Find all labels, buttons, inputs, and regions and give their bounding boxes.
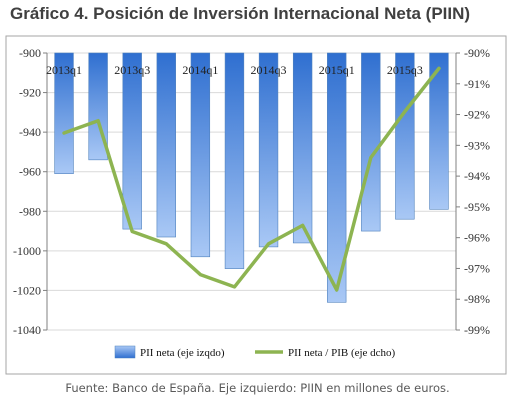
left-tick-label: -1040 (13, 323, 41, 337)
right-tick-label: -96% (464, 231, 490, 245)
right-tick-label: -97% (464, 261, 490, 275)
right-tick-label: -93% (464, 138, 490, 152)
legend: PII neta (eje izqdo) PII neta / PIB (eje … (114, 345, 396, 359)
bar (54, 52, 74, 174)
left-tick-label: -940 (19, 125, 41, 139)
category-label: 2013q3 (114, 63, 150, 77)
bar (258, 52, 279, 248)
right-tick-label: -99% (464, 323, 490, 337)
axes: -900 -920 -940 -960 -980 -1000 -1020 -1040 -90% -… (13, 46, 490, 337)
bar (224, 52, 245, 269)
category-label: 2014q3 (251, 63, 287, 77)
line-series (62, 66, 441, 292)
bar (327, 52, 347, 303)
left-tick-label: -1020 (13, 283, 41, 297)
bar (395, 52, 415, 220)
right-tick-label: -95% (464, 200, 490, 214)
left-tick-label: -920 (19, 86, 41, 100)
category-label: 2013q1 (46, 63, 82, 77)
grid-lines (47, 52, 456, 331)
bar (429, 52, 449, 210)
right-tick-label: -98% (464, 292, 490, 306)
chart-title: Gráfico 4. Posición de Inversión Interna… (10, 4, 471, 23)
source-note: Fuente: Banco de España. Eje izquierdo: … (65, 381, 450, 395)
bar (156, 52, 176, 238)
category-label: 2015q1 (319, 63, 355, 77)
category-label: 2014q1 (182, 63, 218, 77)
chart: -900 -920 -940 -960 -980 -1000 -1020 -1040 -90% -… (5, 35, 507, 375)
bar (122, 52, 142, 230)
legend-bar-label: PII neta (eje izqdo) (140, 347, 225, 359)
left-tick-label: -1000 (13, 244, 41, 258)
right-tick-label: -94% (464, 169, 490, 183)
ratio-line (62, 66, 441, 292)
right-tick-label: -91% (464, 77, 490, 91)
left-tick-label: -900 (19, 46, 41, 60)
left-tick-label: -960 (19, 165, 41, 179)
right-tick-label: -90% (464, 46, 490, 60)
legend-bar-swatch (114, 345, 136, 359)
bar (292, 52, 313, 244)
legend-line-label: PII neta / PIB (eje dcho) (288, 347, 396, 359)
category-label: 2015q3 (387, 63, 423, 77)
bar (190, 52, 211, 258)
right-tick-label: -92% (464, 108, 490, 122)
left-tick-label: -980 (19, 204, 41, 218)
bar (361, 52, 381, 232)
